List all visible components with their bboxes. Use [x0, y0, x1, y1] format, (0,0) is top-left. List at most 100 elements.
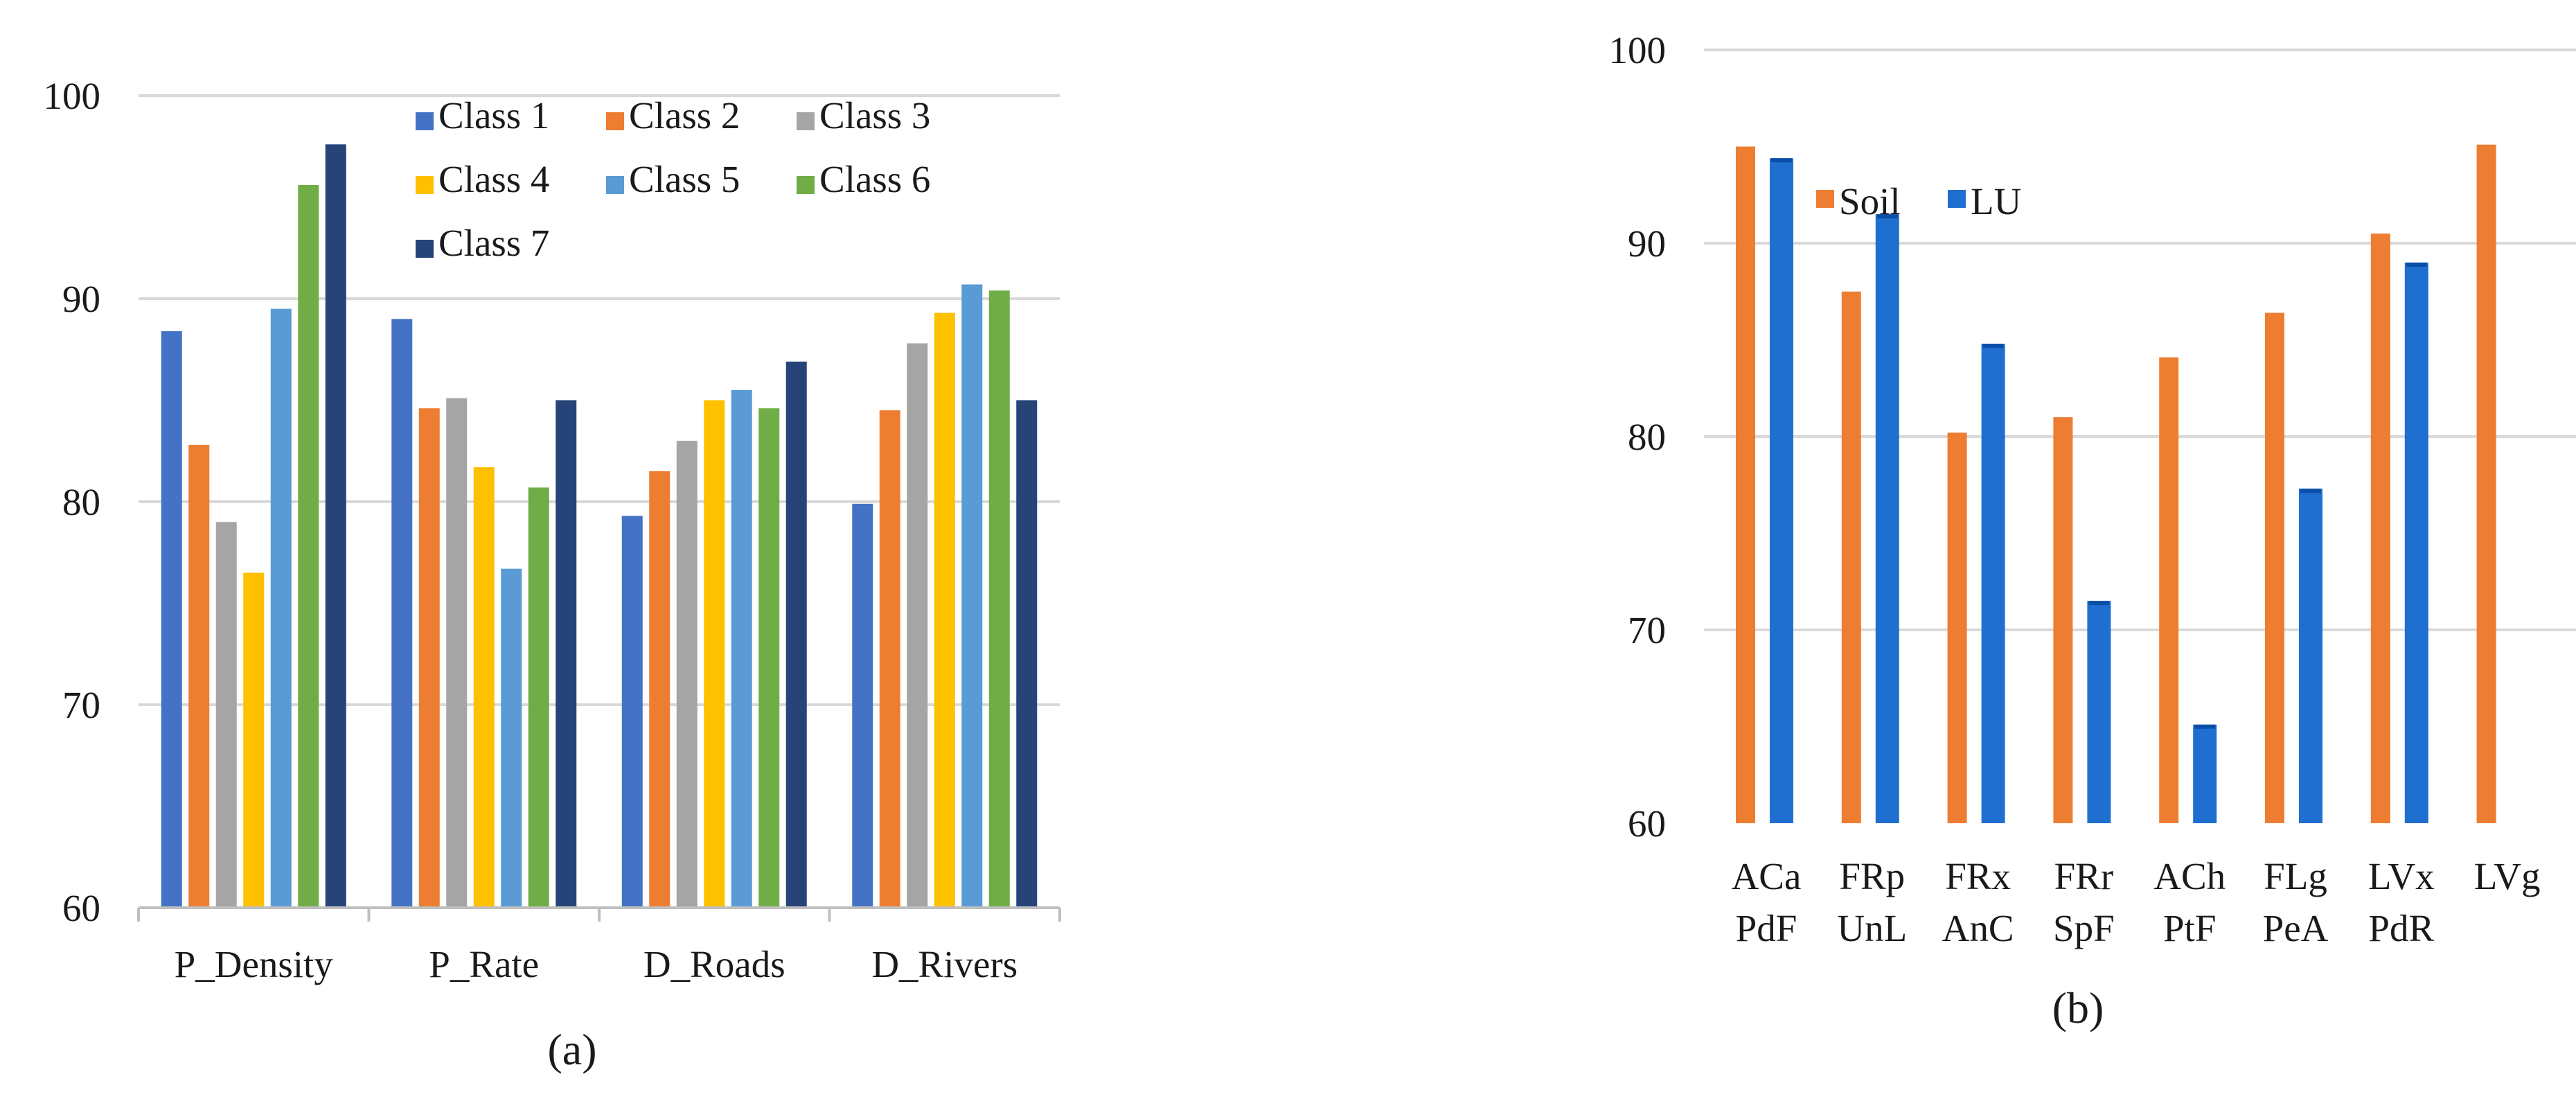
bar-b-soil: [2159, 357, 2179, 823]
category-label-b-bottom: SpF: [2053, 907, 2115, 949]
category-label-a: P_Density: [175, 943, 334, 985]
category-label-b-top: FRx: [1945, 855, 2011, 897]
bar-a-class-5: [270, 308, 292, 908]
bar-b-cap: [1771, 158, 1792, 163]
bar-a-class-2: [649, 471, 670, 908]
bars-b: [1736, 144, 2496, 824]
y-tick-label-a: 80: [62, 481, 100, 523]
bar-b-cap: [2300, 489, 2321, 493]
bar-b-soil: [2476, 144, 2496, 823]
y-tick-labels-a: 60 70 80 90 100: [44, 75, 101, 929]
y-tick-label-b: 100: [1609, 29, 1667, 71]
bar-b-body: [2087, 601, 2111, 823]
bar-b-cap: [2406, 262, 2427, 267]
category-label-b-bottom: PtF: [2163, 907, 2216, 949]
bar-b-body: [2299, 489, 2322, 823]
legend-label-a: Class 6: [819, 158, 930, 200]
bar-a-class-7: [556, 400, 577, 908]
bar-a-class-6: [758, 408, 780, 908]
bar-b-soil: [2370, 234, 2390, 823]
category-label-b-bottom: PdR: [2368, 907, 2434, 949]
bar-b-cap: [1876, 214, 1898, 219]
bar-a-class-4: [243, 572, 265, 908]
legend-label-a: Class 4: [438, 158, 549, 200]
bar-a-class-1: [621, 516, 643, 908]
bar-a-class-2: [188, 444, 210, 908]
legend-label-a: Class 7: [438, 222, 549, 264]
legend-swatch-a: [797, 112, 815, 130]
y-tick-label-b: 60: [1628, 802, 1666, 845]
category-label-a: P_Rate: [429, 943, 539, 985]
category-labels-a: P_Density P_Rate D_Roads D_Rivers: [175, 943, 1018, 985]
bar-a-class-1: [391, 319, 413, 908]
grid-lines-a: [139, 94, 1060, 706]
bar-a-class-7: [325, 144, 346, 908]
y-tick-label-b: 80: [1628, 416, 1666, 458]
legend-swatch-a: [797, 176, 815, 194]
y-tick-label-b: 70: [1628, 609, 1666, 651]
category-label-b-bottom: AnC: [1942, 907, 2014, 949]
bar-b-soil: [2053, 417, 2073, 823]
panel-label-b: (b): [2052, 983, 2104, 1032]
category-label-a: D_Rivers: [871, 943, 1018, 985]
category-label-b-top: ACa: [1732, 855, 1802, 897]
bar-b-soil: [1736, 146, 1755, 823]
bar-b-lu: [1981, 344, 2005, 824]
bar-a-class-6: [298, 184, 319, 908]
bar-a-class-4: [704, 400, 725, 908]
legend-swatch-a: [416, 240, 434, 258]
y-tick-label-a: 60: [62, 887, 100, 929]
y-tick-label-a: 90: [62, 278, 100, 320]
legend-b: Soil LU: [1816, 180, 2021, 222]
x-axis-a: [137, 906, 1061, 922]
bar-b-soil: [2265, 313, 2284, 823]
legend-swatch-a: [606, 176, 624, 194]
bar-b-lu: [1770, 158, 1793, 824]
bar-b-cap: [2194, 724, 2216, 729]
legend-swatch-a: [416, 112, 434, 130]
bar-b-body: [1875, 214, 1899, 823]
legend-label-a: Class 2: [629, 94, 740, 137]
y-tick-labels-b: 60 70 80 90 100: [1609, 29, 1667, 845]
category-label-b-top: ACh: [2153, 855, 2226, 897]
legend-label-b: Soil: [1839, 180, 1901, 222]
bar-a-class-6: [988, 290, 1010, 908]
bar-a-class-2: [418, 408, 440, 908]
bar-a-class-7: [1016, 400, 1038, 908]
legend-label-a: Class 1: [438, 94, 549, 137]
bar-a-class-5: [501, 568, 522, 908]
bars-a: [161, 144, 1038, 908]
bar-a-class-3: [676, 441, 698, 908]
category-label-b-bottom: PeA: [2263, 907, 2329, 949]
category-label-b-bottom: UnL: [1837, 907, 1907, 949]
category-label-b-top: FLg: [2264, 855, 2327, 897]
legend-swatch-a: [416, 176, 434, 194]
legend-label-b: LU: [1971, 180, 2021, 222]
bar-b-lu: [1875, 214, 1899, 823]
legend-label-a: Class 3: [819, 94, 930, 137]
bar-a-class-6: [528, 487, 549, 908]
bar-a-class-4: [934, 313, 955, 908]
legend-a: Class 1 Class 2 Class 3 Class 4 Class 5 Class…: [416, 94, 930, 264]
category-label-b-top: LVx: [2368, 855, 2435, 897]
category-label-b-bottom: PdF: [1736, 907, 1797, 949]
category-label-b-top: LVg: [2474, 855, 2541, 897]
bar-b-lu: [2087, 601, 2111, 823]
category-label-b-top: FRp: [1839, 855, 1905, 897]
legend-swatch-b: [1948, 190, 1966, 208]
bar-a-class-5: [731, 389, 752, 908]
category-label-b-top: FRr: [2054, 855, 2114, 897]
category-labels-b: ACa PdF FRp UnL FRx AnC FRr SpF ACh PtF FLg PeA LVx P…: [1732, 855, 2541, 949]
bar-a-class-7: [785, 361, 807, 908]
legend-swatch-b: [1816, 190, 1834, 208]
category-label-a: D_Roads: [643, 943, 785, 985]
legend-swatch-a: [606, 112, 624, 130]
bar-b-lu: [2299, 489, 2322, 823]
grid-lines-b: [1704, 49, 2576, 631]
legend-label-a: Class 5: [629, 158, 740, 200]
chart-panel-a: 60 70 80 90 100 P_Density P_Rate D_Roads D_Rive…: [44, 75, 1061, 1074]
bar-a-class-1: [852, 503, 873, 908]
bar-a-class-5: [961, 284, 983, 908]
bar-b-body: [1770, 158, 1793, 824]
